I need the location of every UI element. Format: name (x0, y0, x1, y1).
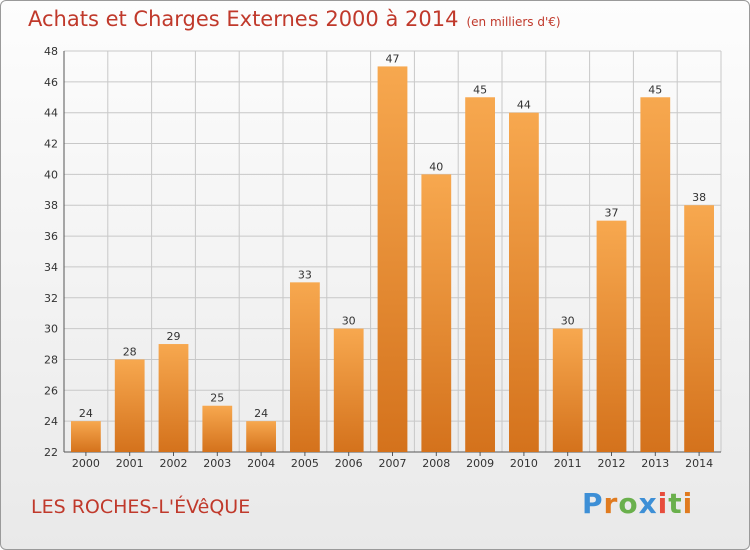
y-tick-label: 32 (44, 292, 58, 305)
data-label: 45 (648, 83, 662, 96)
x-tick-label: 2005 (291, 457, 319, 470)
bar (640, 97, 671, 453)
data-label: 25 (210, 392, 224, 405)
data-label: 24 (254, 407, 268, 420)
bar (421, 174, 452, 452)
y-tick-label: 48 (44, 45, 58, 58)
proxiti-logo: Proxiti (582, 487, 693, 520)
logo-letter: r (603, 487, 619, 520)
chart-subtitle: (en milliers d'€) (466, 15, 561, 29)
x-tick-label: 2002 (160, 457, 188, 470)
logo-letter: o (618, 487, 639, 520)
data-label: 29 (167, 330, 181, 343)
data-label: 33 (298, 268, 312, 281)
x-tick-label: 2003 (203, 457, 231, 470)
bar (114, 359, 145, 452)
y-tick-label: 42 (44, 138, 58, 151)
x-tick-label: 2006 (335, 457, 363, 470)
data-label: 24 (79, 407, 93, 420)
x-tick-label: 2014 (685, 457, 713, 470)
x-tick-label: 2000 (72, 457, 100, 470)
y-tick-label: 30 (44, 323, 58, 336)
bar (377, 66, 408, 452)
bar (290, 282, 320, 452)
data-label: 30 (342, 315, 356, 328)
x-tick-label: 2004 (247, 457, 275, 470)
bar (333, 328, 364, 452)
data-label: 38 (692, 191, 706, 204)
x-tick-label: 2012 (598, 457, 626, 470)
bar (509, 112, 539, 452)
bars (71, 66, 714, 453)
data-label: 47 (386, 52, 400, 65)
x-tick-label: 2007 (379, 457, 407, 470)
x-tick-label: 2011 (554, 457, 582, 470)
y-tick-label: 36 (44, 230, 58, 243)
y-tick-label: 22 (44, 446, 58, 459)
logo-letter: P (582, 487, 604, 520)
y-tick-label: 28 (44, 353, 58, 366)
logo-letter: t (668, 487, 683, 520)
y-tick-label: 38 (44, 199, 58, 212)
data-label: 37 (605, 207, 619, 220)
data-label: 40 (429, 160, 443, 173)
data-label: 45 (473, 83, 487, 96)
commune-name: LES ROCHES-L'ÉVêQUE (31, 496, 251, 518)
y-tick-label: 26 (44, 384, 58, 397)
x-tick-label: 2013 (641, 457, 669, 470)
bar (465, 97, 495, 453)
data-label: 28 (123, 345, 137, 358)
chart-title-text: Achats et Charges Externes 2000 à 2014 (28, 7, 459, 31)
x-tick-label: 2008 (422, 457, 450, 470)
data-label: 44 (517, 99, 531, 112)
bar (552, 328, 583, 452)
logo-letter: i (657, 487, 669, 520)
logo-letter: x (638, 487, 658, 520)
x-tick-label: 2001 (116, 457, 144, 470)
chart-title: Achats et Charges Externes 2000 à 2014 (e… (28, 7, 561, 31)
y-tick-label: 44 (44, 107, 58, 120)
bar (202, 405, 233, 452)
y-tick-label: 40 (44, 168, 58, 181)
bar (246, 421, 276, 452)
bar (596, 220, 627, 452)
bar (684, 205, 714, 452)
data-label: 30 (561, 315, 575, 328)
bar (71, 421, 101, 452)
x-tick-label: 2010 (510, 457, 538, 470)
bar (158, 344, 189, 452)
labels: 22 24 26 28 30 32 34 36 38 40 42 44 46 48 24 2000 28 2001… (44, 45, 713, 470)
logo-letter: i (682, 487, 694, 520)
y-tick-label: 46 (44, 76, 58, 89)
x-tick-label: 2009 (466, 457, 494, 470)
y-tick-label: 34 (44, 261, 58, 274)
y-tick-label: 24 (44, 415, 58, 428)
